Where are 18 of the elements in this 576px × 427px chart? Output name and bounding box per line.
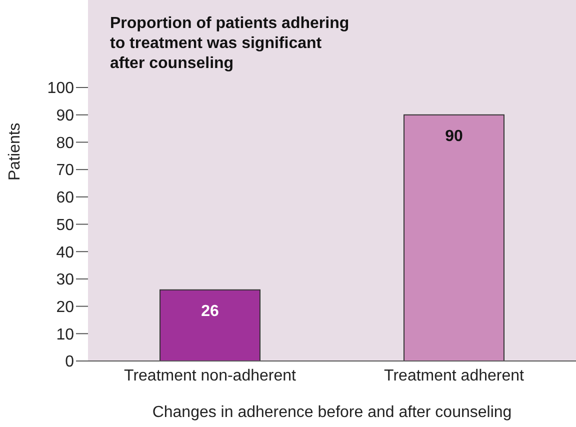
y-tick-label: 80 <box>56 134 74 152</box>
y-tick-label: 50 <box>56 216 74 234</box>
y-axis-title: Patients <box>6 122 24 180</box>
y-tick-label: 100 <box>47 80 74 98</box>
data-label: 26 <box>201 302 219 320</box>
y-tick-label: 20 <box>56 298 74 316</box>
y-tick-label: 40 <box>56 244 74 262</box>
y-tick-label: 10 <box>56 326 74 344</box>
x-tick-label: Treatment adherent <box>384 367 525 384</box>
y-tick-label: 0 <box>65 354 74 371</box>
data-label: 90 <box>445 128 463 145</box>
y-tick-label: 70 <box>56 162 74 180</box>
text: Proportion of patients adhering to treatment was significant after counseling <box>110 14 350 74</box>
y-tick-label: 60 <box>56 190 74 207</box>
y-tick-label: 90 <box>56 108 74 125</box>
y-tick-label: 30 <box>56 272 74 289</box>
x-axis-title: Changes in adherence before and after counseling <box>152 404 512 421</box>
x-tick-label: Treatment non-adherent <box>124 367 297 384</box>
